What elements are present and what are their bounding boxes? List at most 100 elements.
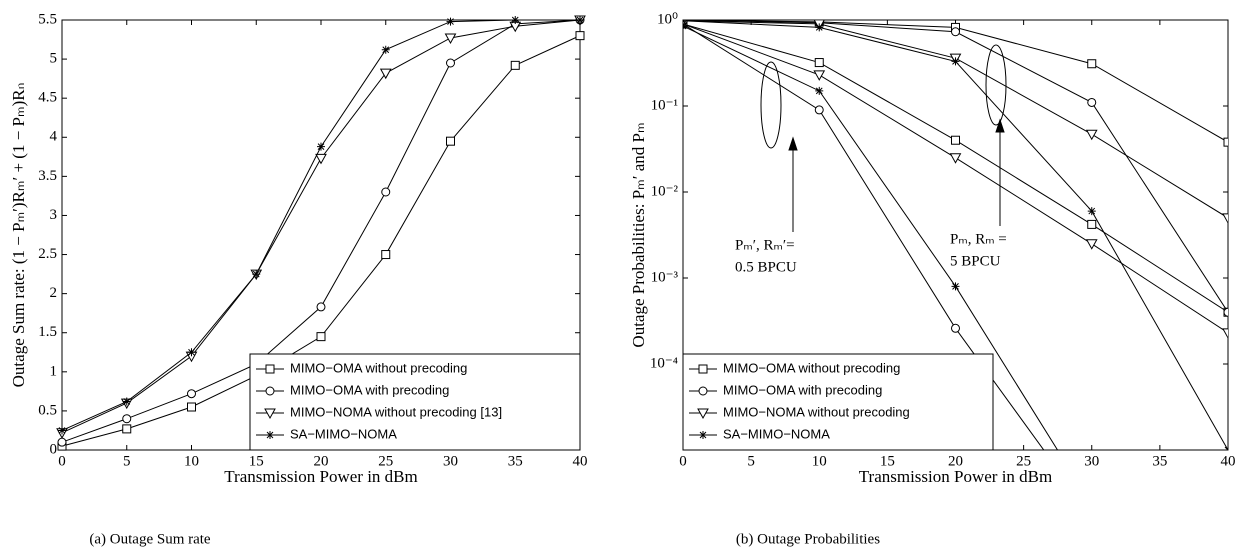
legend-marker xyxy=(699,431,707,439)
marker xyxy=(381,45,390,54)
marker xyxy=(122,424,132,434)
marker xyxy=(951,323,960,333)
x-tick-label: 10 xyxy=(812,453,827,469)
x-tick-label: 20 xyxy=(314,453,329,469)
marker xyxy=(1222,328,1228,339)
marker xyxy=(576,16,584,24)
y-axis-label: Outage Sum rate: (1 − Pₘ′)Rₘ′ + (1 − Pₘ)… xyxy=(9,83,28,388)
legend-marker xyxy=(698,364,708,374)
marker xyxy=(252,270,261,279)
legend-marker xyxy=(265,386,275,396)
x-axis-label: Transmission Power in dBm xyxy=(859,467,1052,486)
marker xyxy=(446,17,455,26)
annotation: 0.5 BPCU xyxy=(735,259,797,275)
x-tick-label: 20 xyxy=(948,453,963,469)
annotation: 5 BPCU xyxy=(950,253,1001,269)
annotation: Pₘ′, Rₘ′= xyxy=(735,237,795,253)
y-tick-label: 10⁻² xyxy=(651,183,679,199)
x-tick-label: 35 xyxy=(1152,453,1167,469)
legend-marker xyxy=(266,431,274,439)
y-tick-label: 1.5 xyxy=(38,324,57,340)
marker xyxy=(511,16,520,24)
y-tick-label: 2 xyxy=(50,285,58,301)
legend-label: SA−MIMO−NOMA xyxy=(723,426,830,441)
y-tick-label: 5.5 xyxy=(38,11,57,27)
marker xyxy=(317,142,325,151)
marker xyxy=(1223,307,1228,317)
marker xyxy=(949,153,962,164)
annotation: Pₘ, Rₘ = xyxy=(950,231,1007,247)
marker xyxy=(951,57,960,66)
marker xyxy=(951,135,960,145)
y-tick-label: 10⁻¹ xyxy=(651,97,678,113)
y-axis-label: Outage Probabilities: Pₘ′ and Pₘ xyxy=(629,122,648,347)
marker xyxy=(510,60,520,70)
arrow-head xyxy=(788,136,798,151)
y-tick-label: 10⁻⁴ xyxy=(650,355,678,371)
marker xyxy=(951,27,960,37)
legend-marker xyxy=(264,408,276,420)
x-tick-label: 25 xyxy=(378,453,393,469)
marker xyxy=(187,402,196,412)
x-tick-label: 30 xyxy=(443,453,458,469)
x-tick-label: 40 xyxy=(1221,453,1236,469)
marker xyxy=(446,136,455,146)
marker xyxy=(1223,137,1228,147)
marker xyxy=(122,397,131,406)
marker xyxy=(316,302,326,312)
marker xyxy=(316,332,326,342)
legend-label: MIMO−OMA without precoding xyxy=(723,360,900,375)
x-tick-label: 15 xyxy=(249,453,264,469)
ellipse xyxy=(760,61,782,149)
legend-label: MIMO−OMA with precoding xyxy=(290,382,449,397)
marker xyxy=(683,20,687,25)
x-tick-label: 10 xyxy=(184,453,199,469)
series-line xyxy=(683,23,1045,450)
y-tick-label: 10⁰ xyxy=(657,11,678,27)
x-tick-label: 5 xyxy=(123,453,131,469)
marker xyxy=(1085,129,1098,141)
ellipse xyxy=(985,44,1007,126)
marker xyxy=(575,31,585,41)
marker xyxy=(1088,512,1096,520)
caption: (a) Outage Sum rate xyxy=(89,531,211,547)
legend-label: SA−MIMO−NOMA xyxy=(290,426,397,441)
y-tick-label: 0 xyxy=(50,441,58,457)
legend-box xyxy=(249,353,581,451)
legend-marker xyxy=(697,408,709,420)
legend-label: MIMO−OMA with precoding xyxy=(723,382,882,397)
legend-box xyxy=(682,353,994,451)
series-group xyxy=(56,15,586,451)
x-tick-label: 15 xyxy=(880,453,895,469)
y-tick-label: 0.5 xyxy=(38,402,57,418)
marker xyxy=(381,250,391,260)
y-tick-label: 10⁻³ xyxy=(651,269,679,285)
marker xyxy=(1087,207,1096,216)
x-tick-label: 0 xyxy=(679,453,687,469)
marker xyxy=(315,153,327,165)
marker xyxy=(951,282,960,291)
legend-label: MIMO−NOMA without precoding xyxy=(723,404,910,419)
x-tick-label: 40 xyxy=(573,453,588,469)
y-tick-label: 5 xyxy=(50,51,58,67)
x-tick-label: 0 xyxy=(58,453,66,469)
caption: (b) Outage Probabilities xyxy=(736,531,880,547)
y-tick-label: 2.5 xyxy=(38,246,57,262)
series-line xyxy=(683,20,1228,219)
x-tick-label: 30 xyxy=(1084,453,1099,469)
series-line xyxy=(683,25,1059,450)
series-group xyxy=(683,20,1228,520)
marker xyxy=(1087,59,1097,69)
marker xyxy=(814,105,824,115)
marker xyxy=(1085,239,1098,250)
marker xyxy=(187,389,196,399)
x-tick-label: 35 xyxy=(508,453,523,469)
annotation-shapes xyxy=(760,44,1007,232)
marker xyxy=(58,426,66,435)
legend-marker xyxy=(698,386,708,396)
legend-label: MIMO−NOMA without precoding [13] xyxy=(290,404,502,419)
marker xyxy=(381,187,391,197)
marker xyxy=(1222,213,1228,224)
marker xyxy=(379,68,392,80)
